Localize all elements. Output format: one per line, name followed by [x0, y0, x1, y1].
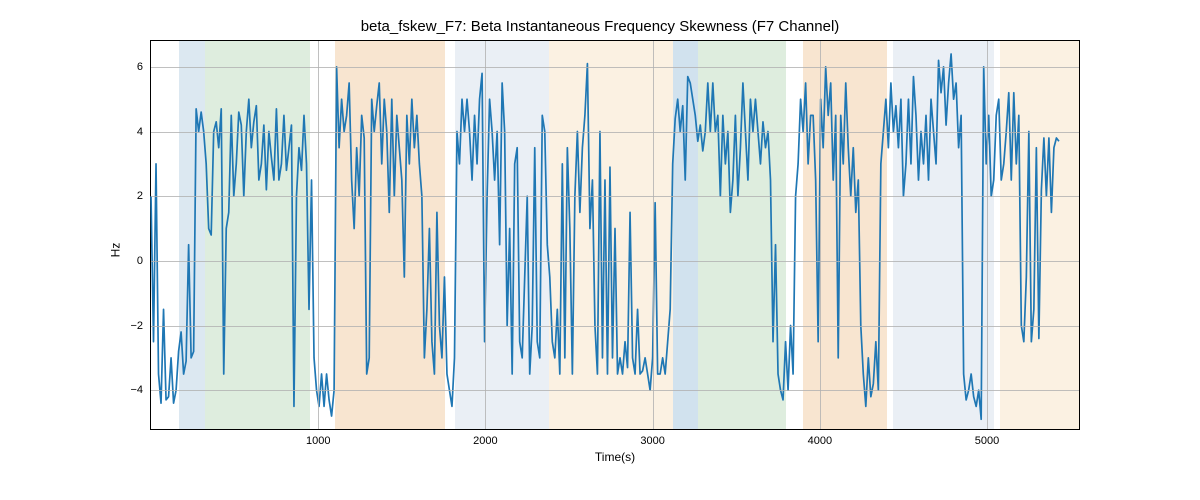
gridline-horizontal [151, 326, 1079, 327]
gridline-vertical [987, 41, 988, 429]
ytick-label: 4 [137, 126, 143, 138]
gridline-horizontal [151, 196, 1079, 197]
figure: beta_fskew_F7: Beta Instantaneous Freque… [0, 0, 1200, 500]
gridline-vertical [820, 41, 821, 429]
xtick-label: 4000 [808, 435, 832, 447]
y-axis-label: Hz [108, 0, 123, 500]
gridline-horizontal [151, 390, 1079, 391]
ytick-label: −4 [130, 384, 143, 396]
series-line [151, 54, 1059, 419]
ytick-label: 6 [137, 61, 143, 73]
gridline-vertical [485, 41, 486, 429]
xtick-label: 3000 [640, 435, 664, 447]
line-layer [151, 41, 1079, 429]
xtick-label: 5000 [975, 435, 999, 447]
gridline-horizontal [151, 67, 1079, 68]
gridline-vertical [653, 41, 654, 429]
x-axis-label: Time(s) [150, 450, 1080, 464]
ytick-label: −2 [130, 320, 143, 332]
gridline-horizontal [151, 132, 1079, 133]
xtick-label: 2000 [473, 435, 497, 447]
xtick-label: 1000 [306, 435, 330, 447]
ytick-label: 2 [137, 190, 143, 202]
gridline-horizontal [151, 261, 1079, 262]
ytick-label: 0 [137, 255, 143, 267]
chart-title: beta_fskew_F7: Beta Instantaneous Freque… [0, 18, 1200, 35]
plot-area: −4−2024610002000300040005000 [150, 40, 1080, 430]
gridline-vertical [318, 41, 319, 429]
